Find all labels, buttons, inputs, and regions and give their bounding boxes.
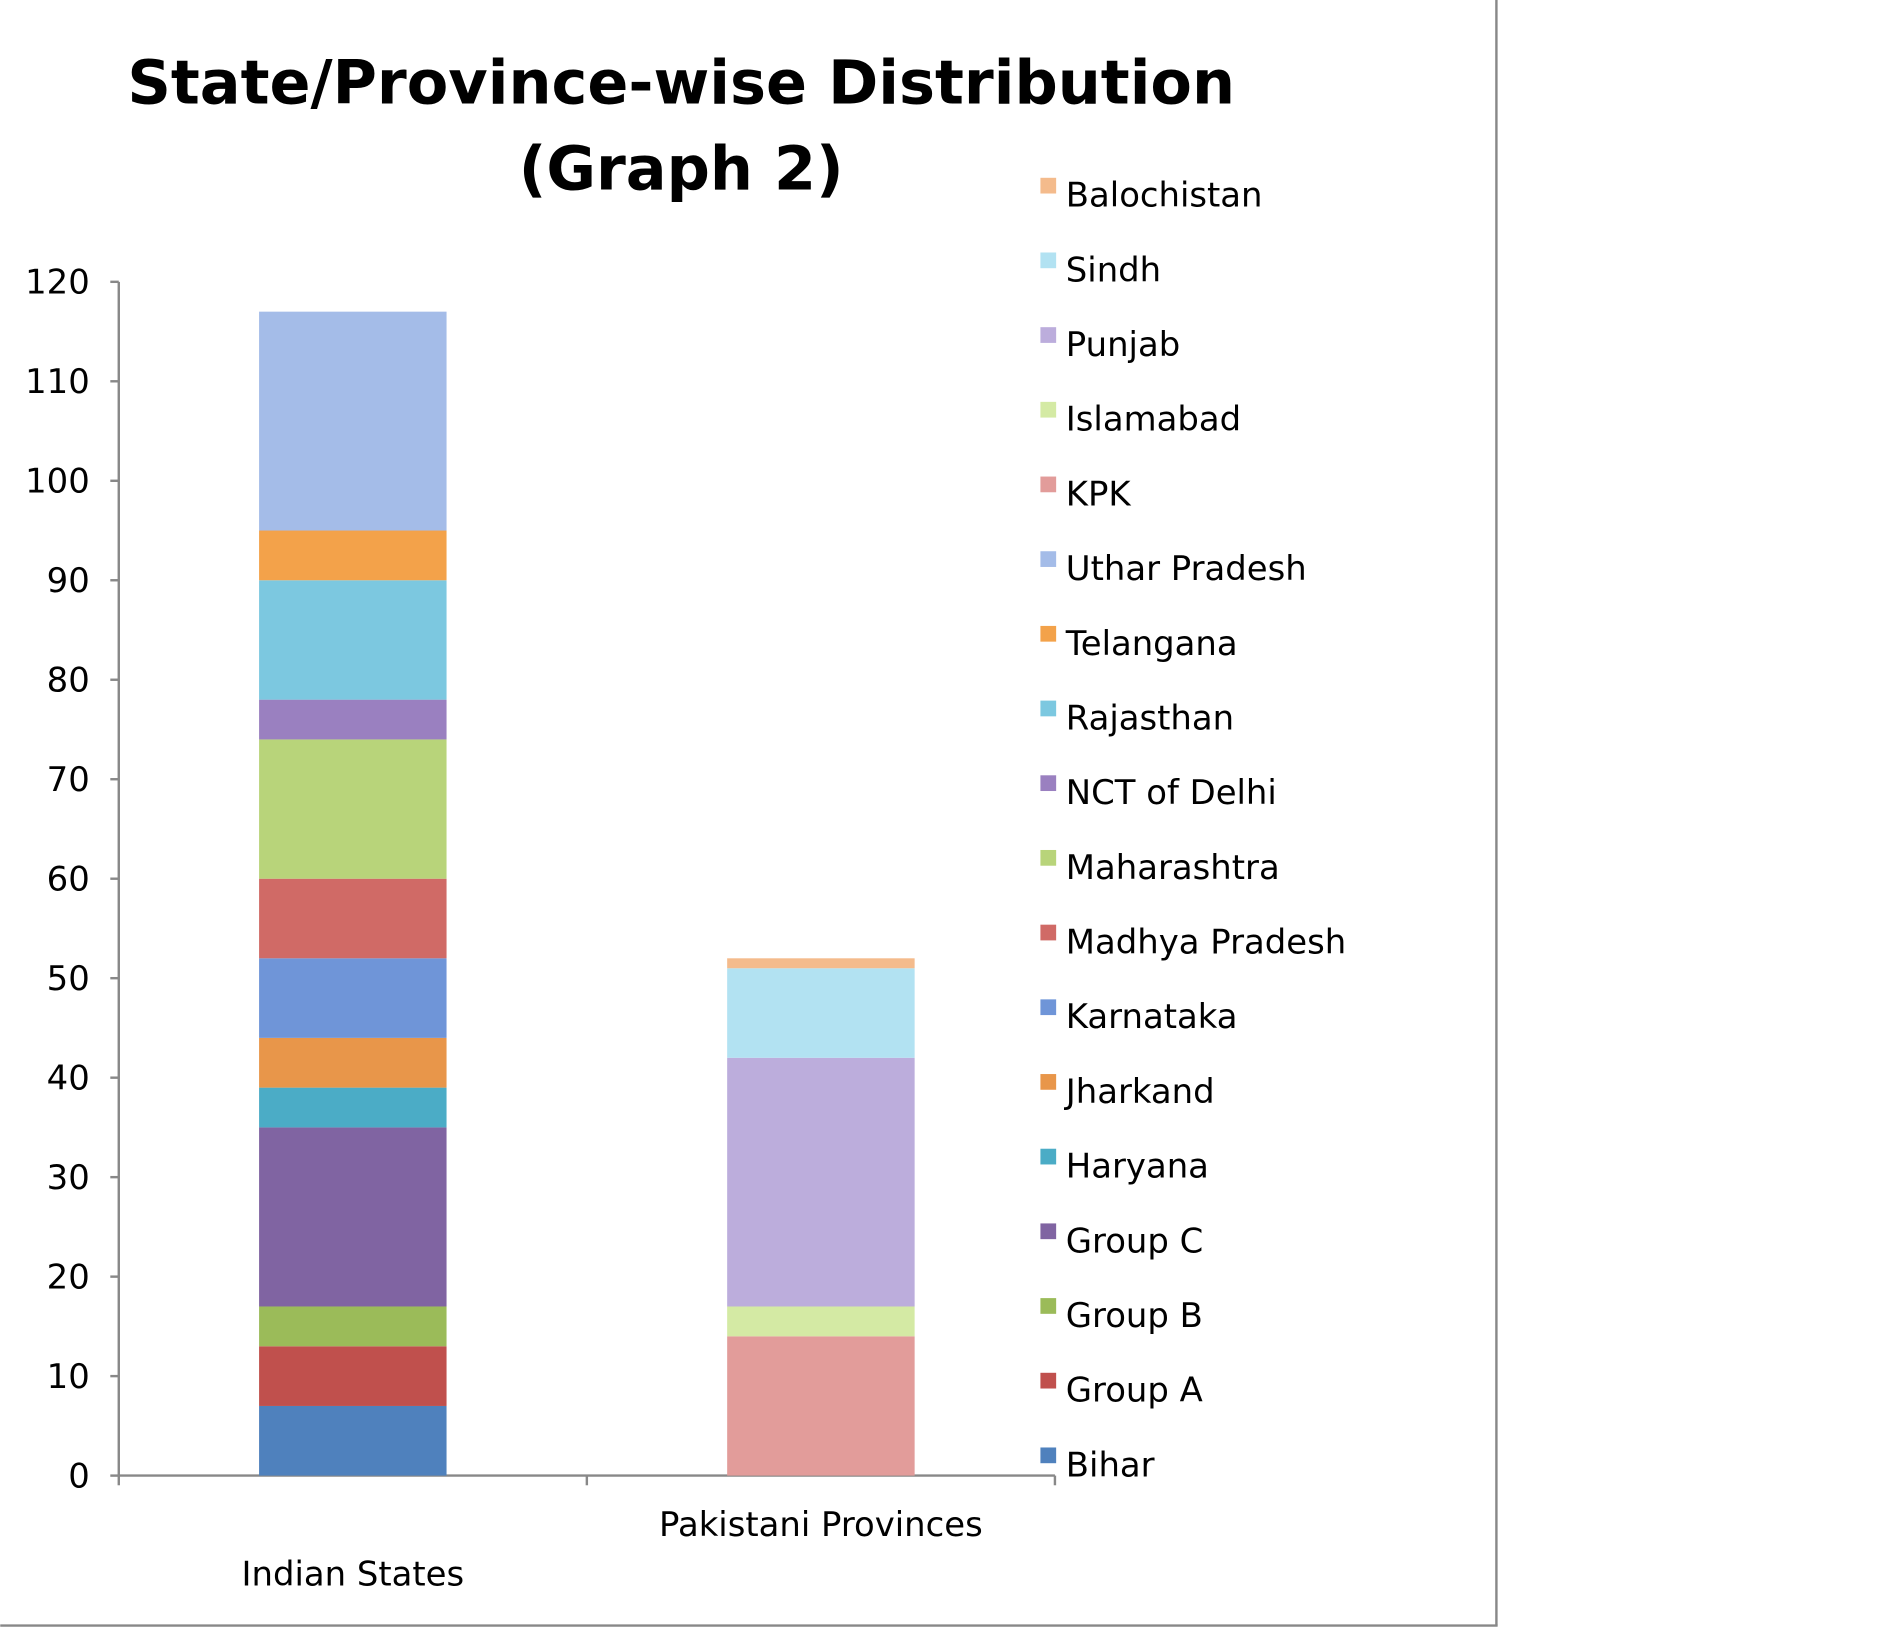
- legend-swatch: [1040, 775, 1057, 792]
- legend-swatch: [1040, 401, 1057, 418]
- legend-swatch: [1040, 999, 1057, 1016]
- y-tick-label: 0: [68, 1457, 90, 1496]
- legend-swatch: [1040, 1447, 1057, 1464]
- y-tick-label: 60: [47, 860, 90, 899]
- bar-segment: [259, 1346, 447, 1406]
- legend-swatch: [1040, 625, 1057, 642]
- legend-swatch: [1040, 1223, 1057, 1240]
- legend-label: Balochistan: [1066, 176, 1263, 215]
- legend-label: Haryana: [1066, 1147, 1209, 1186]
- chart-title: State/Province-wise Distribution: [127, 49, 1235, 119]
- chart-title: (Graph 2): [519, 135, 844, 205]
- legend-swatch: [1040, 252, 1057, 269]
- y-tick-label: 120: [25, 263, 90, 302]
- x-tick-label: Indian States: [242, 1554, 465, 1593]
- legend-label: Rajasthan: [1066, 698, 1234, 737]
- legend-label: Madhya Pradesh: [1066, 923, 1346, 962]
- legend-swatch: [1040, 327, 1057, 343]
- y-tick-label: 70: [47, 760, 90, 799]
- bar-segment: [259, 580, 447, 700]
- y-tick-label: 20: [47, 1258, 90, 1297]
- legend-label: Telangana: [1065, 624, 1238, 663]
- legend-label: NCT of Delhi: [1066, 773, 1277, 812]
- y-tick-label: 10: [47, 1357, 90, 1396]
- bar-segment: [259, 958, 447, 1038]
- bar-segment: [259, 1405, 447, 1476]
- bar-segment: [259, 699, 447, 740]
- legend-label: Sindh: [1066, 250, 1161, 289]
- y-tick-label: 90: [47, 561, 90, 600]
- legend-label: Islamabad: [1066, 400, 1241, 439]
- y-tick-label: 50: [47, 959, 90, 998]
- y-tick-label: 80: [47, 661, 90, 700]
- legend-swatch: [1040, 177, 1057, 194]
- bar-segment: [259, 1037, 447, 1088]
- legend-label: Group C: [1066, 1221, 1204, 1260]
- bar-segment: [727, 958, 915, 969]
- legend-label: Maharashtra: [1066, 848, 1280, 887]
- y-tick-label: 40: [47, 1059, 90, 1098]
- legend-label: Punjab: [1066, 325, 1180, 364]
- legend-swatch: [1040, 1148, 1057, 1165]
- legend-swatch: [1040, 1372, 1057, 1389]
- legend-swatch: [1040, 476, 1057, 493]
- legend-swatch: [1040, 1298, 1057, 1314]
- bar-segment: [259, 1087, 447, 1128]
- legend-label: Jharkand: [1064, 1072, 1215, 1111]
- bar-segment: [259, 530, 447, 581]
- legend-label: Bihar: [1066, 1445, 1155, 1484]
- bar-segment: [259, 1127, 447, 1307]
- x-tick-label: Pakistani Provinces: [659, 1505, 983, 1544]
- legend-label: KPK: [1066, 474, 1132, 513]
- bar-segment: [259, 1306, 447, 1347]
- bar-segment: [259, 739, 447, 879]
- legend-label: Karnataka: [1066, 997, 1238, 1036]
- bar-segment: [727, 968, 915, 1058]
- y-tick-label: 110: [25, 362, 90, 401]
- legend-swatch: [1040, 849, 1057, 866]
- y-tick-label: 30: [47, 1158, 90, 1197]
- bar-segment: [259, 878, 447, 959]
- legend-label: Group A: [1066, 1371, 1203, 1410]
- legend-label: Uthar Pradesh: [1066, 549, 1307, 588]
- bar-segment: [727, 1336, 915, 1476]
- legend-swatch: [1040, 700, 1057, 717]
- y-tick-label: 100: [25, 462, 90, 501]
- legend-label: Group B: [1066, 1296, 1203, 1335]
- bar-segment: [727, 1057, 915, 1307]
- bar-segment: [727, 1306, 915, 1337]
- legend-swatch: [1040, 1074, 1057, 1090]
- legend-swatch: [1040, 551, 1057, 567]
- legend-swatch: [1040, 924, 1057, 941]
- bar-segment: [259, 311, 447, 531]
